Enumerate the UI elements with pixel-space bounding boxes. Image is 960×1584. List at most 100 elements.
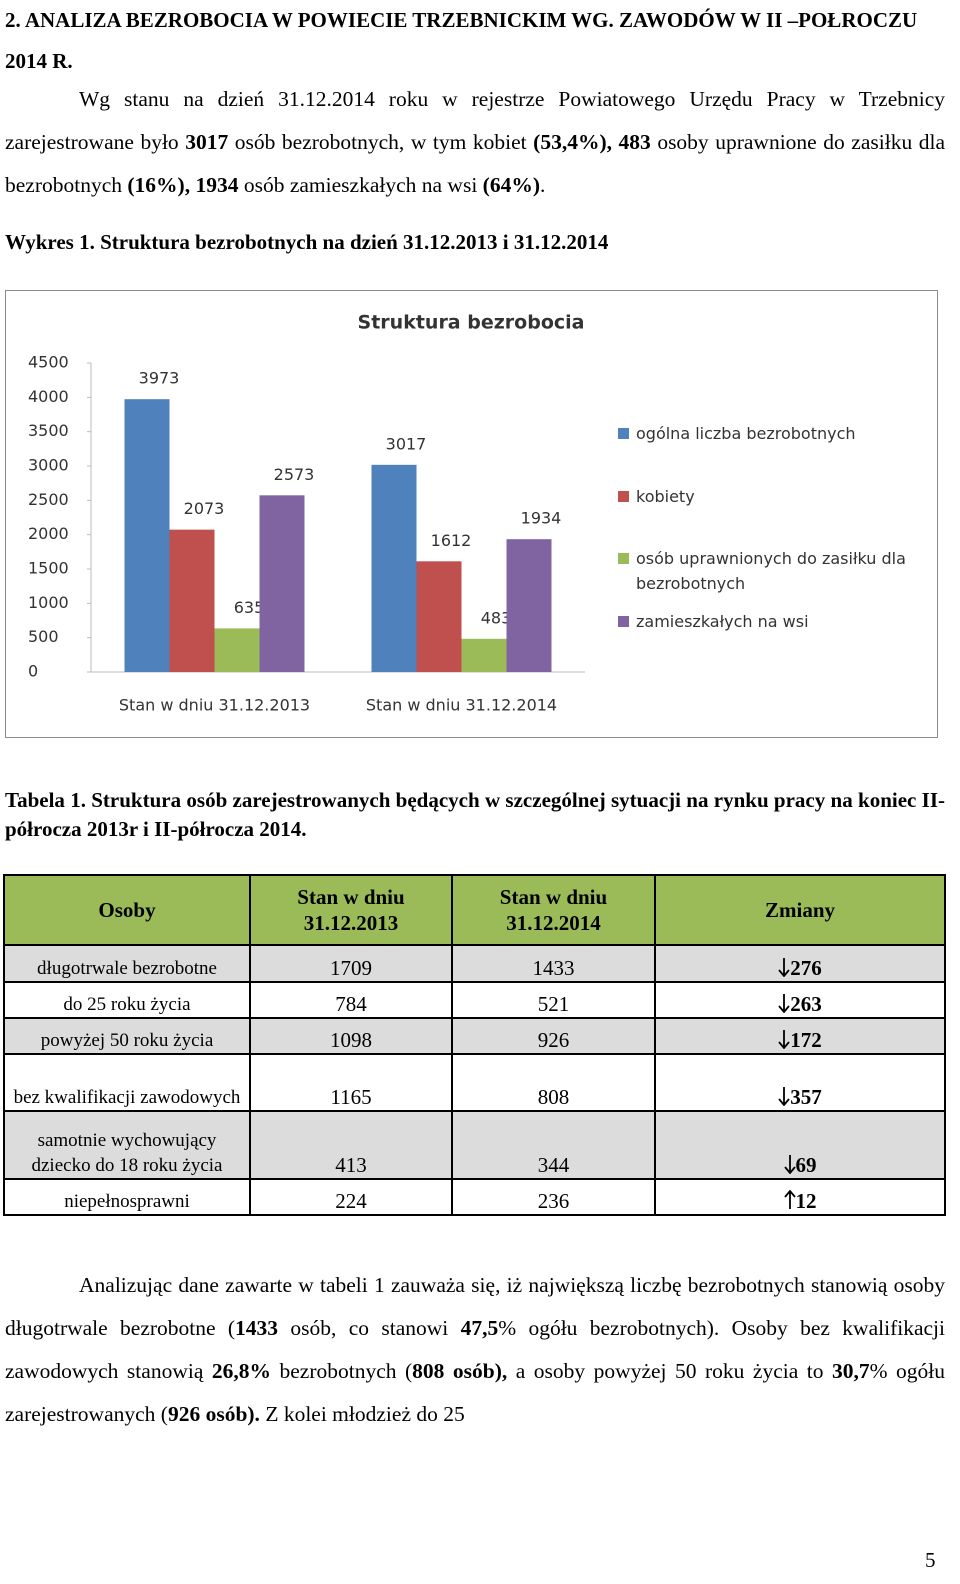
cell-change: 357 <box>654 1053 946 1112</box>
bold-text: 926 osób). <box>167 1402 260 1426</box>
text: % ogółu bezrobotnych). Osoby bez kwalifi… <box>5 1316 945 1383</box>
text: Z kolei młodzież do 25 <box>259 1402 465 1426</box>
data-label: 3017 <box>386 434 427 453</box>
paragraph: Analizując dane zawarte w tabeli 1 zauwa… <box>5 1264 945 1436</box>
change-value: 12 <box>795 1189 817 1213</box>
legend-swatch <box>618 615 629 627</box>
arrow-path <box>783 1189 796 1209</box>
y-tick-label: 3000 <box>28 456 69 475</box>
heading: 2. ANALIZA BEZROBOCIA W POWIECIE TRZEBNI… <box>5 8 918 73</box>
arrow-up <box>783 1189 796 1209</box>
bar <box>169 529 215 672</box>
cell-2013: 413 <box>249 1110 453 1180</box>
cell-2014: 1433 <box>451 944 656 983</box>
bar <box>506 539 552 672</box>
table-row: długotrwale bezrobotne 1709 1433 276 <box>3 944 946 983</box>
text: . <box>540 173 546 197</box>
bar <box>214 628 260 672</box>
legend-item: ogólna liczba bezrobotnych <box>618 421 918 446</box>
legend-label: kobiety <box>636 486 695 506</box>
arrow-path <box>778 1087 790 1107</box>
header-cell: Osoby <box>3 874 251 946</box>
change-value: 263 <box>790 992 822 1016</box>
chart: Struktura bezrobocia 0 500 1000 1500 2000 250… <box>28 312 585 715</box>
change-value: 276 <box>790 956 822 980</box>
page-number: 5 <box>925 1548 936 1572</box>
legend-swatch <box>618 553 629 564</box>
arrow-path <box>778 1030 790 1050</box>
row-label: samotnie wychowujący dziecko do 18 roku … <box>3 1110 251 1180</box>
y-tick-label: 3500 <box>28 421 69 440</box>
legend-label: ogólna liczba bezrobotnych <box>636 424 856 443</box>
bold-text: (16%), 1934 <box>127 173 239 197</box>
bold-text: (64%) <box>482 173 540 197</box>
y-tick-label: 4000 <box>28 387 69 406</box>
data-label: 2573 <box>274 465 315 484</box>
change-value: 172 <box>790 1028 822 1052</box>
row-label: niepełnosprawni <box>3 1178 251 1216</box>
cell-2013: 784 <box>249 981 453 1019</box>
bar <box>124 399 170 672</box>
data-label: 1612 <box>431 531 472 550</box>
cell-2014: 926 <box>451 1017 656 1055</box>
arrow-path <box>778 994 790 1014</box>
bar <box>259 495 305 672</box>
cell-change: 12 <box>654 1178 946 1216</box>
data-label: 2073 <box>184 499 225 518</box>
paragraph: Wg stanu na dzień 31.12.2014 roku w reje… <box>5 78 945 207</box>
cell-change: 69 <box>654 1110 946 1180</box>
text: a osoby powyżej 50 roku życia to <box>507 1359 832 1383</box>
y-tick-label: 2500 <box>28 490 69 509</box>
arrow-down <box>778 1030 790 1050</box>
cell-change: 276 <box>654 944 946 983</box>
header-cell: Stan w dniu 31.12.2014 <box>451 874 656 946</box>
row-label: bez kwalifikacji zawodowych <box>3 1053 251 1112</box>
row-label: powyżej 50 roku życia <box>3 1017 251 1055</box>
bar <box>416 561 462 672</box>
cell-2013: 1165 <box>249 1053 453 1112</box>
bold-text: 808 osób), <box>412 1359 508 1383</box>
table-caption: Tabela 1. Struktura osób zarejestrowanyc… <box>5 788 945 841</box>
table-row: bez kwalifikacji zawodowych 1165 808 357 <box>3 1053 946 1112</box>
cell-2014: 521 <box>451 981 656 1019</box>
legend-label: zamieszkałych na wsi <box>636 611 809 631</box>
bold-text: 30,7 <box>832 1359 870 1383</box>
table: Osoby Stan w dniu 31.12.2013 Stan w dniu 3… <box>3 874 946 1216</box>
data-label: 483 <box>481 608 512 627</box>
y-tick-label: 2000 <box>28 524 69 543</box>
legend-swatch <box>618 490 629 502</box>
text: Analizując dane zawarte w tabeli 1 zauwa… <box>5 1273 945 1340</box>
chart-frame: Struktura bezrobocia 0 500 1000 1500 2000 250… <box>5 290 938 738</box>
data-label: 635 <box>234 598 265 617</box>
text: osób zamieszkałych na wsi <box>238 173 483 197</box>
table-row: niepełnosprawni 224 236 12 <box>3 1178 946 1216</box>
figure-caption: Wykres 1. Struktura bezrobotnych na dzie… <box>5 230 609 254</box>
data-label: 3973 <box>139 369 180 388</box>
text: bezrobotnych ( <box>270 1359 413 1383</box>
y-tick-label: 1500 <box>28 559 69 578</box>
arrow-down <box>778 1087 790 1107</box>
legend-item: osób uprawnionych do zasiłku dla bezrobo… <box>618 546 918 596</box>
header-row: Osoby Stan w dniu 31.12.2013 Stan w dniu 3… <box>3 874 946 946</box>
text: Wg stanu na dzień 31.12.2014 roku w reje… <box>5 87 945 154</box>
cell-2014: 236 <box>451 1178 656 1216</box>
text: osób, co stanowi <box>278 1316 461 1340</box>
table-row: samotnie wychowujący dziecko do 18 roku … <box>3 1110 946 1180</box>
x-tick-label: Stan w dniu 31.12.2013 <box>119 696 310 715</box>
legend-item: kobiety <box>618 484 918 509</box>
legend-label: osób uprawnionych do zasiłku dla bezrobo… <box>636 549 906 593</box>
cell-change: 263 <box>654 981 946 1019</box>
chart-title: Struktura bezrobocia <box>358 312 585 334</box>
text: osoby uprawnione do zasiłku dla bezrobot… <box>5 130 945 197</box>
bold-text: 26,8% <box>211 1359 271 1383</box>
bold-text: 1433 <box>235 1316 279 1340</box>
table-row: powyżej 50 roku życia 1098 926 172 <box>3 1017 946 1055</box>
cell-2013: 1098 <box>249 1017 453 1055</box>
x-tick-label: Stan w dniu 31.12.2014 <box>366 696 557 715</box>
cell-2014: 344 <box>451 1110 656 1180</box>
bold-text: 47,5 <box>460 1316 499 1340</box>
bar <box>371 464 417 672</box>
text: % ogółu zarejestrowanych ( <box>5 1359 946 1426</box>
y-tick-label: 0 <box>28 662 38 681</box>
